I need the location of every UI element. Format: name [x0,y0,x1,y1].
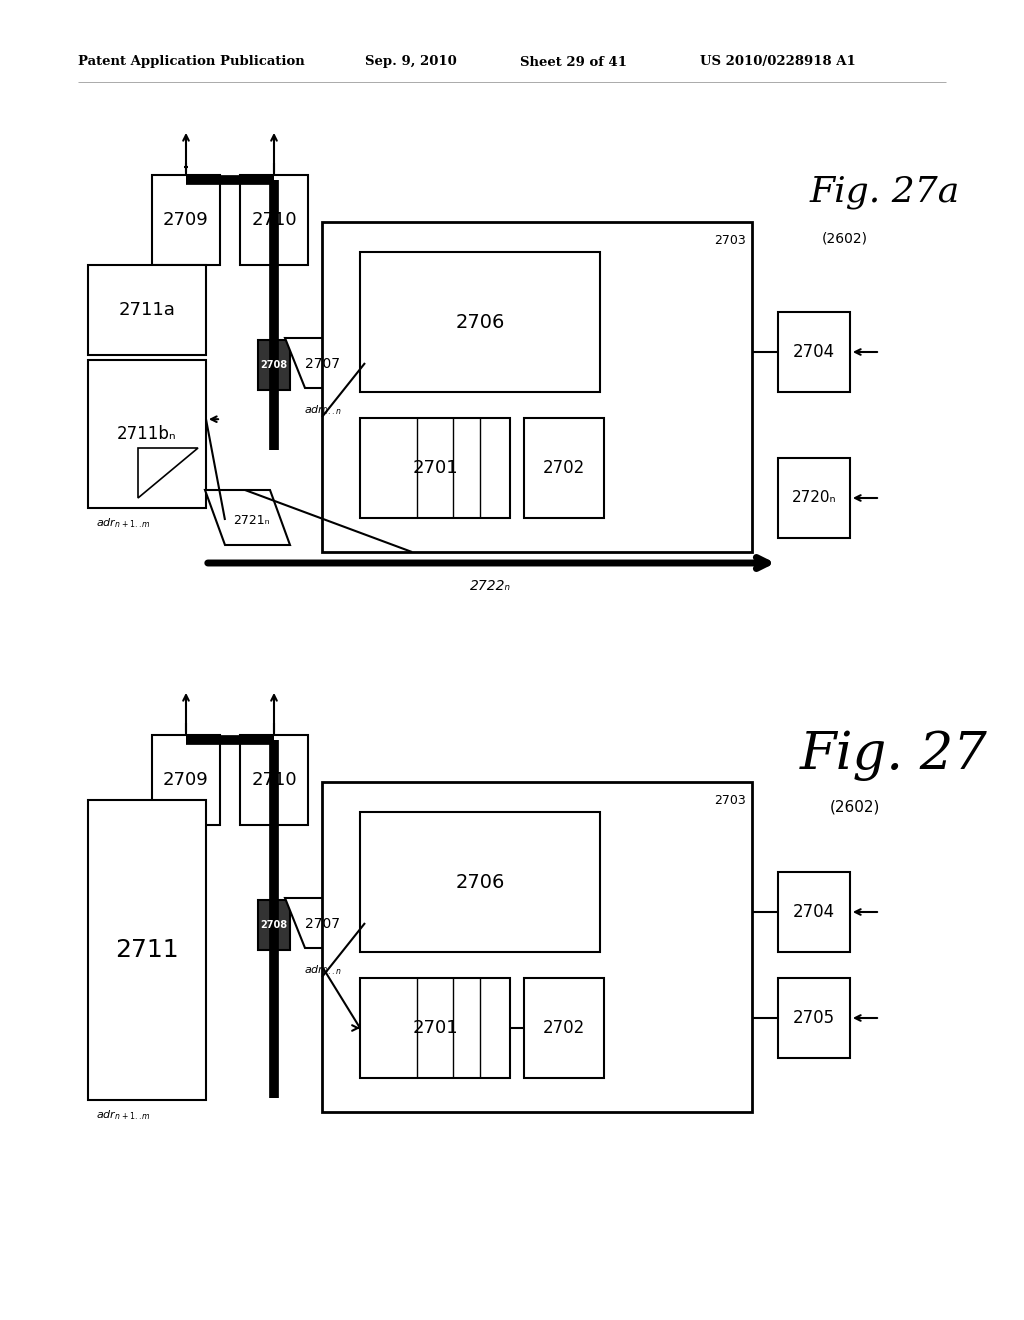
Text: Sep. 9, 2010: Sep. 9, 2010 [365,55,457,69]
Text: 2720ₙ: 2720ₙ [792,491,837,506]
Text: US 2010/0228918 A1: US 2010/0228918 A1 [700,55,856,69]
Bar [778,312,850,392]
Text: 2706: 2706 [456,873,505,891]
Bar [524,418,604,517]
Polygon shape [285,338,365,388]
Text: 2709: 2709 [163,211,209,228]
Text: Sheet 29 of 41: Sheet 29 of 41 [520,55,627,69]
Bar [240,735,308,825]
Text: (2602): (2602) [822,232,868,246]
Bar [88,265,206,355]
Text: adr$_{0..n}$: adr$_{0..n}$ [304,403,342,417]
Bar [524,978,604,1078]
Text: 2722ₙ: 2722ₙ [469,579,511,593]
Bar [778,978,850,1059]
Text: 2710: 2710 [251,771,297,789]
Bar [88,800,206,1100]
Polygon shape [285,898,365,948]
Text: 2711: 2711 [115,939,179,962]
Bar [88,360,206,508]
Text: adr$_{0..n}$: adr$_{0..n}$ [304,964,342,977]
Bar [360,812,600,952]
Text: Fig. 27a: Fig. 27a [810,176,961,209]
Bar [778,873,850,952]
Bar [240,176,308,265]
Bar [322,781,752,1111]
Text: 2704: 2704 [793,343,835,360]
Text: 2703: 2703 [715,795,746,807]
Text: 2702: 2702 [543,1019,585,1038]
Bar [360,252,600,392]
Bar [360,978,510,1078]
Text: 2708: 2708 [260,360,288,370]
Text: Patent Application Publication: Patent Application Publication [78,55,305,69]
Text: 2703: 2703 [715,234,746,247]
Text: 2705: 2705 [793,1008,835,1027]
Bar [360,418,510,517]
Text: (2602): (2602) [829,800,881,814]
Bar [258,341,290,389]
Bar [152,176,220,265]
Text: 2701: 2701 [413,1019,458,1038]
Bar [258,900,290,950]
Bar [778,458,850,539]
Text: Fig. 27: Fig. 27 [800,730,988,781]
Text: adr$_{n+1..m}$: adr$_{n+1..m}$ [96,1107,151,1122]
Text: 2707: 2707 [305,917,341,931]
Text: 2702: 2702 [543,459,585,477]
Bar [152,735,220,825]
Text: 2701: 2701 [413,459,458,477]
Text: adr$_{n+1..m}$: adr$_{n+1..m}$ [96,516,151,529]
Text: 2707: 2707 [305,356,341,371]
Text: 2721ₙ: 2721ₙ [233,513,269,527]
Text: 2710: 2710 [251,211,297,228]
Bar [322,222,752,552]
Polygon shape [138,447,198,498]
Text: 2709: 2709 [163,771,209,789]
Text: 2708: 2708 [260,920,288,931]
Text: 2704: 2704 [793,903,835,921]
Text: 2711bₙ: 2711bₙ [117,425,177,444]
Text: 2711a: 2711a [119,301,175,319]
Polygon shape [205,490,290,545]
Text: 2706: 2706 [456,313,505,331]
